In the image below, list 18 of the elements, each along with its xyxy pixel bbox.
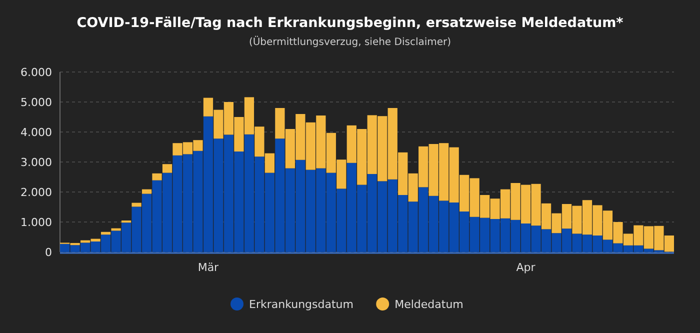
y-tick-label: 3.000 [20,156,52,169]
x-tick-label: Mär [198,261,220,274]
legend-label: Erkrankungsdatum [249,298,354,311]
bar [152,173,162,180]
y-tick-label: 1.000 [20,216,52,229]
y-tick-label: 6.000 [20,66,52,79]
legend-label: Meldedatum [394,298,464,311]
y-tick-label: 2.000 [20,186,52,199]
x-tick-label: Apr [516,261,536,274]
y-tick-label: 5.000 [20,96,52,109]
chart-title: COVID-19-Fälle/Tag nach Erkrankungsbeginn, ersatzweise Meldedatum* [76,15,624,31]
y-tick-label: 4.000 [20,126,52,139]
chart-subtitle: (Übermittlungsverzug, siehe Disclaimer) [248,35,452,48]
bar [132,202,142,207]
bar [100,232,111,235]
bar [142,189,152,194]
bar [162,164,172,173]
y-tick-label: 0 [45,246,52,259]
